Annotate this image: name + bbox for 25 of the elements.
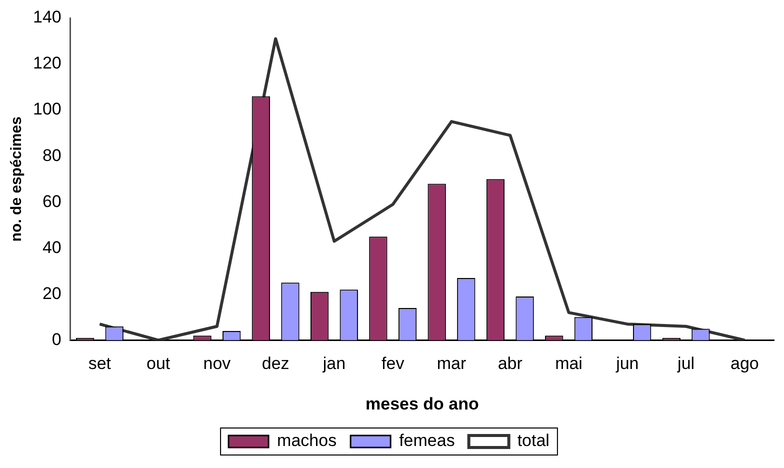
- x-tick-label: ago: [730, 354, 759, 374]
- x-tick-label: jan: [322, 354, 346, 374]
- x-tick-label: dez: [262, 354, 290, 374]
- x-tick-label: abr: [498, 354, 523, 374]
- x-tick-label: set: [88, 354, 112, 374]
- y-tick-label: 0: [52, 330, 62, 349]
- x-tick-label: mai: [555, 354, 582, 374]
- y-axis-title: no. de espécimes: [8, 116, 26, 242]
- x-tick-label: mar: [436, 354, 466, 374]
- x-tick-label: jul: [676, 354, 695, 374]
- legend-label: total: [517, 431, 550, 450]
- y-tick-label: 100: [32, 100, 62, 119]
- x-tick-label: nov: [203, 354, 232, 374]
- y-tick-label: 120: [32, 54, 62, 73]
- y-tick-label: 80: [42, 146, 62, 165]
- y-tick-label: 140: [32, 8, 62, 27]
- legend-label: machos: [277, 431, 337, 450]
- y-tick-label: 20: [42, 284, 62, 303]
- y-tick-label: 40: [42, 238, 62, 257]
- x-tick-label: fev: [382, 354, 405, 374]
- x-tick-label: out: [146, 354, 170, 374]
- x-tick-label: jun: [615, 354, 639, 374]
- x-axis-title: meses do ano: [365, 394, 479, 414]
- y-tick-label: 60: [42, 192, 62, 211]
- legend-label: femeas: [399, 431, 455, 450]
